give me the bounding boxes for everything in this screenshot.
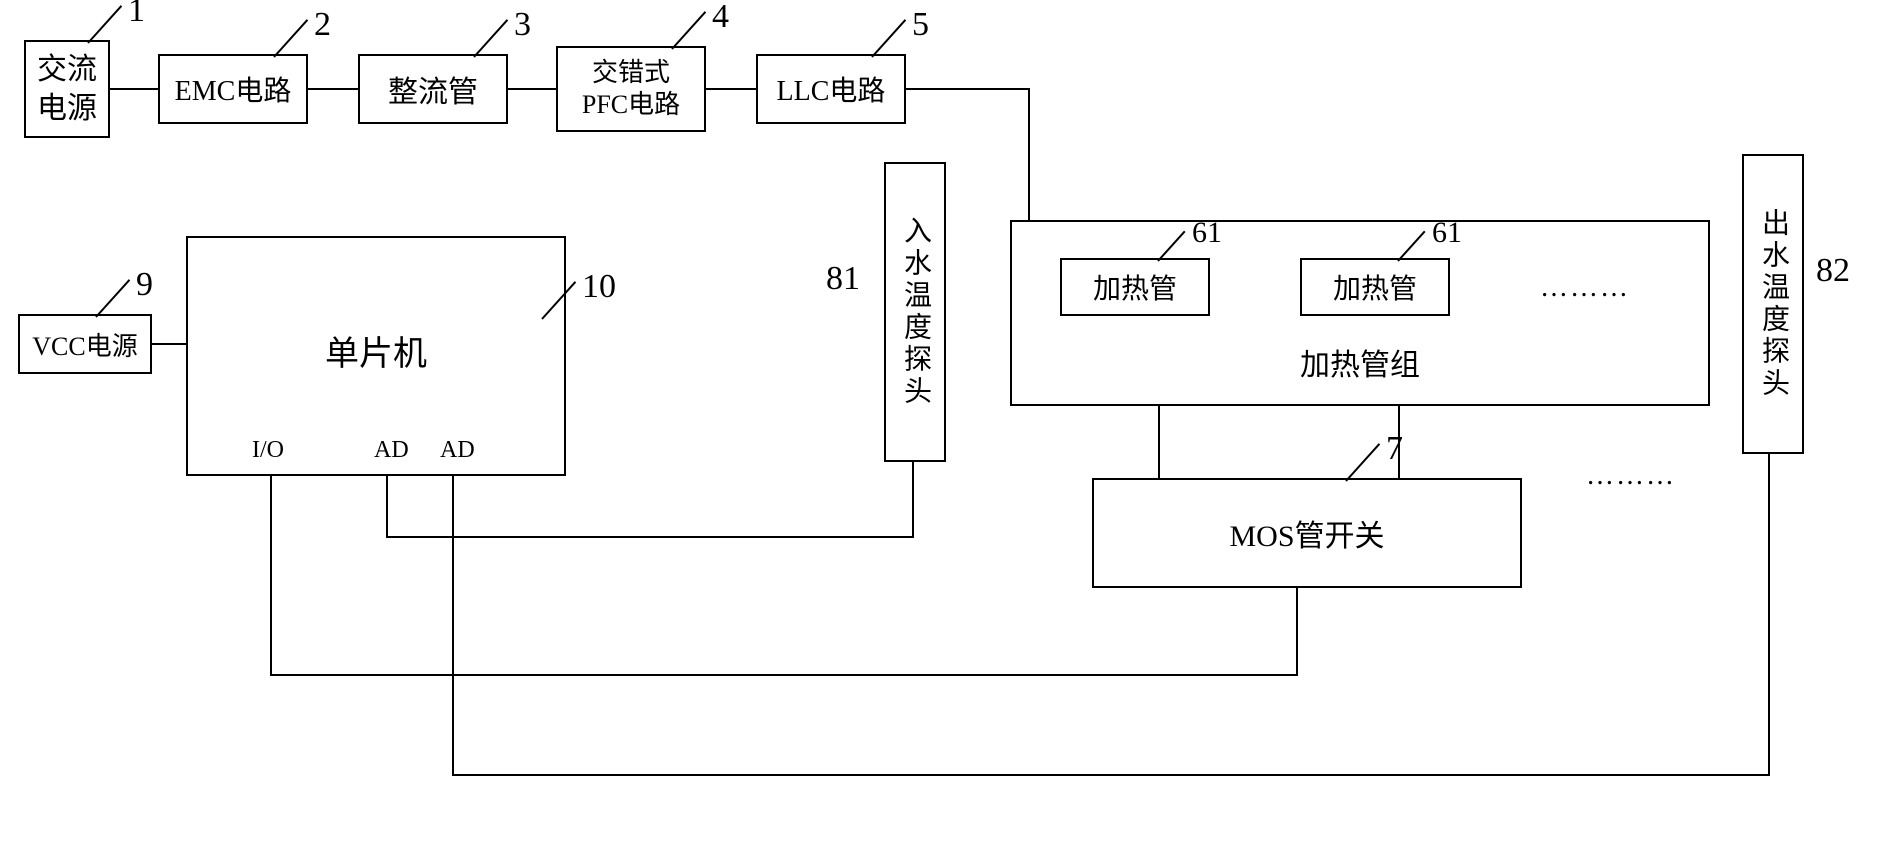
block-mcu: 单片机 I/O AD AD: [186, 236, 566, 476]
ref-label-61b: 61: [1432, 216, 1462, 250]
ellipsis-mos: ………: [1586, 460, 1676, 492]
ref-label-4: 4: [712, 0, 729, 36]
ref-slash-5: [871, 19, 906, 57]
block-pfc-text: 交错式 PFC电路: [582, 57, 680, 122]
block-emc-text: EMC电路: [175, 69, 292, 109]
edge: [452, 476, 454, 776]
block-emc: EMC电路: [158, 54, 308, 124]
ref-slash-1: [87, 5, 122, 43]
edge: [270, 476, 272, 676]
ref-label-7: 7: [1386, 430, 1403, 468]
edge: [386, 536, 914, 538]
edge: [1158, 406, 1160, 478]
block-out-temp-text: 出水温度探头: [1753, 208, 1793, 400]
block-llc-text: LLC电路: [777, 69, 886, 109]
ref-label-3: 3: [514, 6, 531, 44]
edge: [386, 476, 388, 538]
block-ac-power-text: 交流 电源: [37, 50, 97, 128]
block-heater1-text: 加热管: [1093, 267, 1177, 307]
mcu-pin-ad2: AD: [440, 437, 475, 464]
edge: [912, 462, 914, 538]
edge: [706, 88, 756, 90]
ref-label-5: 5: [912, 6, 929, 44]
ref-slash-9: [95, 279, 130, 317]
mcu-pin-io: I/O: [252, 437, 284, 464]
edge: [452, 774, 1770, 776]
ref-label-82: 82: [1816, 252, 1850, 290]
block-in-temp: 入水温度探头: [884, 162, 946, 462]
ref-label-61a: 61: [1192, 216, 1222, 250]
block-out-temp: 出水温度探头: [1742, 154, 1804, 454]
block-rectifier-text: 整流管: [388, 67, 478, 111]
ref-slash-4: [671, 11, 706, 49]
block-in-temp-text: 入水温度探头: [895, 216, 935, 408]
diagram-stage: 交流 电源 1 EMC电路 2 整流管 3 交错式 PFC电路 4 LLC电路 …: [0, 0, 1883, 868]
block-mcu-text: 单片机: [325, 326, 427, 375]
block-mos: MOS管开关: [1092, 478, 1522, 588]
edge: [1768, 454, 1770, 776]
block-heater2-text: 加热管: [1333, 267, 1417, 307]
block-mos-text: MOS管开关: [1229, 511, 1384, 555]
ref-label-10: 10: [582, 268, 616, 306]
ref-label-1: 1: [128, 0, 145, 30]
block-llc: LLC电路: [756, 54, 906, 124]
block-heater-group-text: 加热管组: [1300, 340, 1420, 384]
edge: [508, 88, 556, 90]
edge: [1028, 88, 1030, 220]
edge-vcc-mcu: [152, 343, 186, 345]
block-ac-power: 交流 电源: [24, 40, 110, 138]
ref-label-9: 9: [136, 266, 153, 304]
ref-label-81: 81: [826, 260, 860, 298]
edge: [308, 88, 358, 90]
block-vcc-text: VCC电源: [32, 326, 137, 363]
block-heater1: 加热管: [1060, 258, 1210, 316]
ref-slash-7: [1345, 443, 1380, 481]
block-heater2: 加热管: [1300, 258, 1450, 316]
edge: [1296, 588, 1298, 676]
edge: [270, 674, 1298, 676]
mcu-pin-ad1: AD: [374, 437, 409, 464]
block-rectifier: 整流管: [358, 54, 508, 124]
ref-label-2: 2: [314, 6, 331, 44]
edge: [110, 88, 158, 90]
block-pfc: 交错式 PFC电路: [556, 46, 706, 132]
ellipsis-heaters: ………: [1540, 272, 1630, 304]
ref-slash-2: [273, 19, 308, 57]
edge: [906, 88, 1030, 90]
ref-slash-3: [473, 19, 508, 57]
block-vcc: VCC电源: [18, 314, 152, 374]
edge: [1398, 406, 1400, 478]
